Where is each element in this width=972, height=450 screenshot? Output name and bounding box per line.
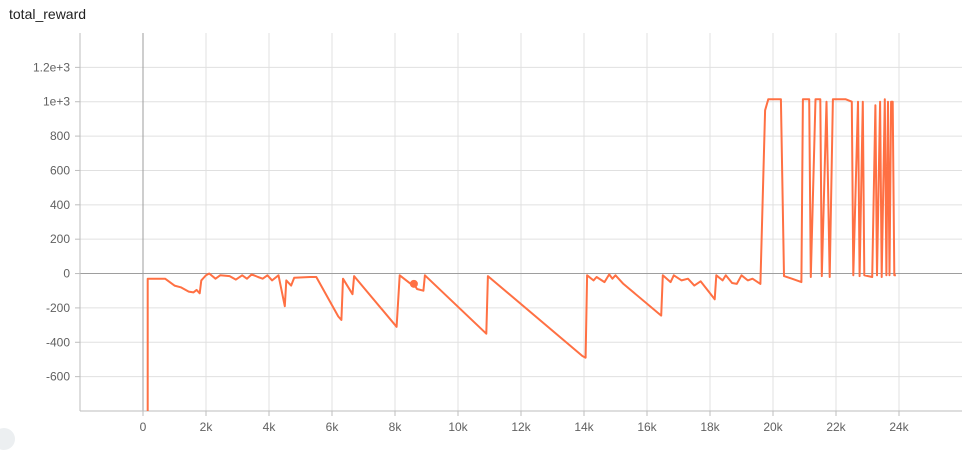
y-tick-label: 800	[50, 129, 70, 143]
series-point	[409, 279, 418, 288]
x-tick-label: 16k	[637, 420, 657, 434]
x-tick-label: 20k	[763, 420, 783, 434]
x-tick-label: 24k	[889, 420, 909, 434]
y-tick-label: 400	[50, 198, 70, 212]
x-tick-label: 6k	[326, 420, 340, 434]
y-tick-label: 200	[50, 232, 70, 246]
series-layer	[146, 98, 896, 411]
y-tick-label: -600	[46, 370, 70, 384]
grid	[80, 33, 962, 411]
x-tick-label: 8k	[389, 420, 403, 434]
line-chart[interactable]: 0 2k 4k 6k 8k 10k 12k 14k 16k 18k 20k 22k 24k -600 -40…	[0, 0, 972, 439]
x-tick-label: 18k	[700, 420, 720, 434]
y-tick-label: 1.2e+3	[33, 60, 70, 74]
axes	[75, 33, 962, 416]
x-tick-label: 10k	[448, 420, 468, 434]
x-tick-label: 14k	[574, 420, 594, 434]
chart-title: total_reward	[9, 6, 87, 22]
x-tick-label: 0	[140, 420, 147, 434]
y-tick-label: -200	[46, 301, 70, 315]
y-tick-label: 0	[63, 267, 70, 281]
y-tick-label: 600	[50, 163, 70, 177]
x-tick-label: 22k	[826, 420, 846, 434]
y-tick-label: 1e+3	[43, 95, 70, 109]
x-tick-label: 12k	[511, 420, 531, 434]
y-tick-label: -400	[46, 335, 70, 349]
series-line	[146, 98, 896, 411]
x-tick-label: 4k	[263, 420, 277, 434]
x-tick-label: 2k	[200, 420, 214, 434]
tick-labels: 0 2k 4k 6k 8k 10k 12k 14k 16k 18k 20k 22k 24k -600 -40…	[33, 60, 910, 434]
